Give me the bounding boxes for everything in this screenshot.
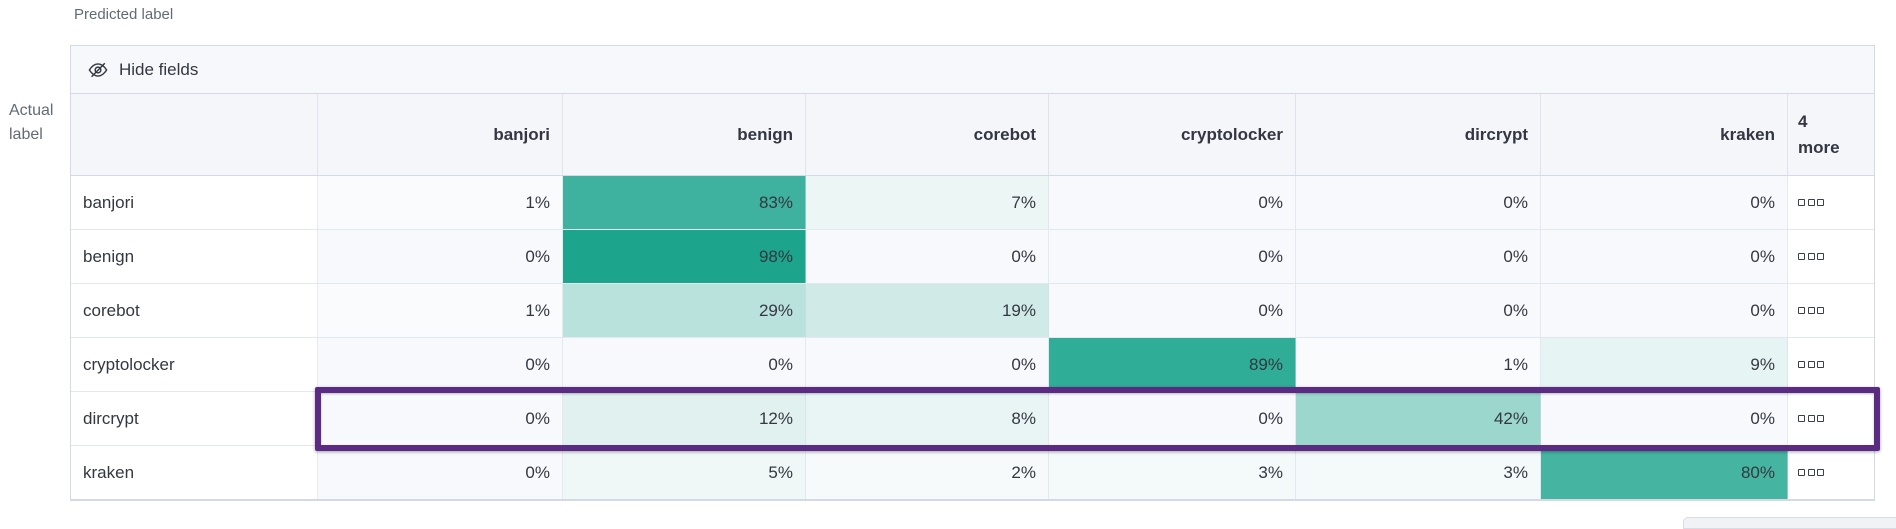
matrix-cell-benign-banjori[interactable]: 0% xyxy=(318,230,563,283)
grid-row-banjori: banjori 1% 83% 7% 0% 0% 0% xyxy=(71,176,1874,230)
more-columns-cell[interactable] xyxy=(1788,284,1874,337)
matrix-cell-corebot-cryptolocker[interactable]: 0% xyxy=(1049,284,1296,337)
matrix-cell-kraken-dircrypt[interactable]: 3% xyxy=(1296,446,1541,499)
matrix-cell-dircrypt-cryptolocker[interactable]: 0% xyxy=(1049,392,1296,445)
grid-row-dircrypt: dircrypt 0% 12% 8% 0% 42% 0% xyxy=(71,392,1874,446)
row-label[interactable]: cryptolocker xyxy=(71,338,318,391)
matrix-cell-cryptolocker-benign[interactable]: 0% xyxy=(563,338,806,391)
matrix-cell-corebot-banjori[interactable]: 1% xyxy=(318,284,563,337)
matrix-cell-cryptolocker-banjori[interactable]: 0% xyxy=(318,338,563,391)
matrix-cell-cryptolocker-dircrypt[interactable]: 1% xyxy=(1296,338,1541,391)
row-label[interactable]: dircrypt xyxy=(71,392,318,445)
more-columns-cell[interactable] xyxy=(1788,446,1874,499)
matrix-cell-banjori-corebot[interactable]: 7% xyxy=(806,176,1049,229)
eye-slash-icon xyxy=(87,59,109,81)
grid-row-corebot: corebot 1% 29% 19% 0% 0% 0% xyxy=(71,284,1874,338)
matrix-cell-cryptolocker-cryptolocker[interactable]: 89% xyxy=(1049,338,1296,391)
matrix-cell-corebot-kraken[interactable]: 0% xyxy=(1541,284,1788,337)
grid-row-kraken: kraken 0% 5% 2% 3% 3% 80% xyxy=(71,446,1874,500)
confusion-matrix-grid: Hide fields banjori benign corebot cryptolo… xyxy=(70,45,1875,501)
matrix-cell-benign-benign[interactable]: 98% xyxy=(563,230,806,283)
column-header-benign[interactable]: benign xyxy=(563,94,806,175)
row-label[interactable]: benign xyxy=(71,230,318,283)
row-label[interactable]: banjori xyxy=(71,176,318,229)
matrix-cell-cryptolocker-corebot[interactable]: 0% xyxy=(806,338,1049,391)
matrix-cell-dircrypt-benign[interactable]: 12% xyxy=(563,392,806,445)
more-columns-cell[interactable] xyxy=(1788,338,1874,391)
matrix-cell-banjori-cryptolocker[interactable]: 0% xyxy=(1049,176,1296,229)
matrix-cell-corebot-benign[interactable]: 29% xyxy=(563,284,806,337)
horizontal-scrollbar[interactable] xyxy=(1683,517,1896,529)
grid-row-cryptolocker: cryptolocker 0% 0% 0% 89% 1% 9% xyxy=(71,338,1874,392)
matrix-cell-kraken-benign[interactable]: 5% xyxy=(563,446,806,499)
column-header-cryptolocker[interactable]: cryptolocker xyxy=(1049,94,1296,175)
matrix-cell-kraken-banjori[interactable]: 0% xyxy=(318,446,563,499)
boxes-horizontal-icon xyxy=(1798,415,1824,422)
matrix-cell-kraken-cryptolocker[interactable]: 3% xyxy=(1049,446,1296,499)
actual-axis-label: Actual label xyxy=(9,99,53,147)
grid-row-benign: benign 0% 98% 0% 0% 0% 0% xyxy=(71,230,1874,284)
more-columns-cell[interactable] xyxy=(1788,230,1874,283)
matrix-cell-benign-dircrypt[interactable]: 0% xyxy=(1296,230,1541,283)
row-label[interactable]: corebot xyxy=(71,284,318,337)
grid-toolbar: Hide fields xyxy=(71,46,1874,94)
predicted-axis-label: Predicted label xyxy=(74,6,174,23)
boxes-horizontal-icon xyxy=(1798,253,1824,260)
more-word: more xyxy=(1798,137,1840,157)
matrix-cell-banjori-dircrypt[interactable]: 0% xyxy=(1296,176,1541,229)
actual-axis-label-line1: Actual xyxy=(9,102,54,119)
column-header-corebot[interactable]: corebot xyxy=(806,94,1049,175)
matrix-cell-banjori-kraken[interactable]: 0% xyxy=(1541,176,1788,229)
matrix-cell-corebot-dircrypt[interactable]: 0% xyxy=(1296,284,1541,337)
matrix-cell-benign-corebot[interactable]: 0% xyxy=(806,230,1049,283)
column-header-more[interactable]: 4 more xyxy=(1788,94,1874,175)
column-header-banjori[interactable]: banjori xyxy=(318,94,563,175)
row-label-column-header xyxy=(71,94,318,175)
more-columns-cell[interactable] xyxy=(1788,392,1874,445)
boxes-horizontal-icon xyxy=(1798,199,1824,206)
matrix-cell-kraken-kraken[interactable]: 80% xyxy=(1541,446,1788,499)
matrix-cell-dircrypt-banjori[interactable]: 0% xyxy=(318,392,563,445)
matrix-cell-dircrypt-kraken[interactable]: 0% xyxy=(1541,392,1788,445)
matrix-cell-kraken-corebot[interactable]: 2% xyxy=(806,446,1049,499)
boxes-horizontal-icon xyxy=(1798,469,1824,476)
more-columns-cell[interactable] xyxy=(1788,176,1874,229)
boxes-horizontal-icon xyxy=(1798,361,1824,368)
matrix-cell-banjori-benign[interactable]: 83% xyxy=(563,176,806,229)
column-header-kraken[interactable]: kraken xyxy=(1541,94,1788,175)
hide-fields-label: Hide fields xyxy=(119,59,199,79)
matrix-cell-benign-kraken[interactable]: 0% xyxy=(1541,230,1788,283)
matrix-cell-dircrypt-dircrypt[interactable]: 42% xyxy=(1296,392,1541,445)
hide-fields-button[interactable]: Hide fields xyxy=(83,59,202,81)
column-header-dircrypt[interactable]: dircrypt xyxy=(1296,94,1541,175)
matrix-cell-corebot-corebot[interactable]: 19% xyxy=(806,284,1049,337)
actual-axis-label-line2: label xyxy=(9,126,43,143)
more-count: 4 xyxy=(1798,111,1808,131)
column-header-row: banjori benign corebot cryptolocker dircrypt… xyxy=(71,94,1874,176)
matrix-cell-benign-cryptolocker[interactable]: 0% xyxy=(1049,230,1296,283)
row-label[interactable]: kraken xyxy=(71,446,318,499)
boxes-horizontal-icon xyxy=(1798,307,1824,314)
matrix-cell-banjori-banjori[interactable]: 1% xyxy=(318,176,563,229)
matrix-cell-dircrypt-corebot[interactable]: 8% xyxy=(806,392,1049,445)
matrix-cell-cryptolocker-kraken[interactable]: 9% xyxy=(1541,338,1788,391)
grid-body: banjori 1% 83% 7% 0% 0% 0% benign 0% 98% 0% 0% 0% 0% c… xyxy=(71,176,1874,500)
